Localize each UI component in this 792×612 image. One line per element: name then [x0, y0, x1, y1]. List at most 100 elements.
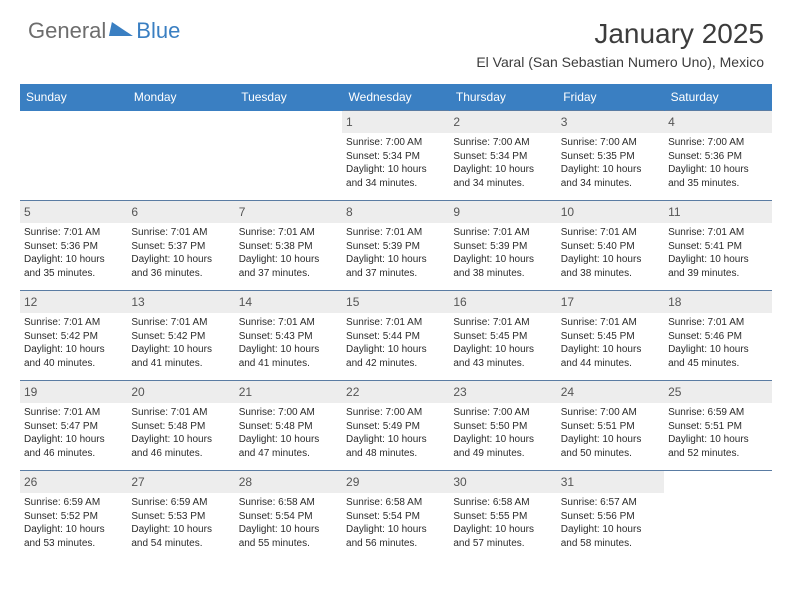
- sunrise-text: Sunrise: 6:58 AM: [346, 496, 445, 510]
- sunrise-text: Sunrise: 7:01 AM: [561, 226, 660, 240]
- sunset-text: Sunset: 5:54 PM: [239, 510, 338, 524]
- sunset-text: Sunset: 5:51 PM: [668, 420, 767, 434]
- sunrise-text: Sunrise: 6:59 AM: [24, 496, 123, 510]
- sunset-text: Sunset: 5:56 PM: [561, 510, 660, 524]
- daylight-text: Daylight: 10 hours: [668, 343, 767, 357]
- day-number: 29: [342, 471, 449, 493]
- daylight-text: and 38 minutes.: [561, 267, 660, 281]
- daylight-text: and 36 minutes.: [131, 267, 230, 281]
- sunrise-text: Sunrise: 7:00 AM: [453, 406, 552, 420]
- daylight-text: and 48 minutes.: [346, 447, 445, 461]
- daylight-text: Daylight: 10 hours: [668, 163, 767, 177]
- col-friday: Friday: [557, 84, 664, 111]
- col-sunday: Sunday: [20, 84, 127, 111]
- calendar-row: 26Sunrise: 6:59 AMSunset: 5:52 PMDayligh…: [20, 471, 772, 561]
- calendar-cell: 31Sunrise: 6:57 AMSunset: 5:56 PMDayligh…: [557, 471, 664, 561]
- daylight-text: and 35 minutes.: [668, 177, 767, 191]
- daylight-text: and 46 minutes.: [131, 447, 230, 461]
- calendar-cell: 25Sunrise: 6:59 AMSunset: 5:51 PMDayligh…: [664, 381, 771, 471]
- calendar-cell: 5Sunrise: 7:01 AMSunset: 5:36 PMDaylight…: [20, 201, 127, 291]
- day-number: 27: [127, 471, 234, 493]
- sunrise-text: Sunrise: 6:58 AM: [239, 496, 338, 510]
- sunrise-text: Sunrise: 7:01 AM: [346, 226, 445, 240]
- header: General Blue January 2025 El Varal (San …: [0, 0, 792, 76]
- day-number: 1: [342, 111, 449, 133]
- day-number: 24: [557, 381, 664, 403]
- daylight-text: and 41 minutes.: [239, 357, 338, 371]
- col-thursday: Thursday: [449, 84, 556, 111]
- daylight-text: Daylight: 10 hours: [239, 523, 338, 537]
- daylight-text: and 39 minutes.: [668, 267, 767, 281]
- sunrise-text: Sunrise: 7:01 AM: [668, 316, 767, 330]
- daylight-text: Daylight: 10 hours: [561, 253, 660, 267]
- daylight-text: and 34 minutes.: [453, 177, 552, 191]
- calendar-cell: 4Sunrise: 7:00 AMSunset: 5:36 PMDaylight…: [664, 111, 771, 201]
- calendar-row: 1Sunrise: 7:00 AMSunset: 5:34 PMDaylight…: [20, 111, 772, 201]
- daylight-text: Daylight: 10 hours: [561, 343, 660, 357]
- col-tuesday: Tuesday: [235, 84, 342, 111]
- sunset-text: Sunset: 5:44 PM: [346, 330, 445, 344]
- sunrise-text: Sunrise: 7:01 AM: [131, 406, 230, 420]
- calendar-thead: Sunday Monday Tuesday Wednesday Thursday…: [20, 84, 772, 111]
- sunrise-text: Sunrise: 7:00 AM: [239, 406, 338, 420]
- day-number: 17: [557, 291, 664, 313]
- calendar-cell: 8Sunrise: 7:01 AMSunset: 5:39 PMDaylight…: [342, 201, 449, 291]
- sunset-text: Sunset: 5:46 PM: [668, 330, 767, 344]
- day-number: 18: [664, 291, 771, 313]
- sunrise-text: Sunrise: 7:01 AM: [24, 226, 123, 240]
- sunrise-text: Sunrise: 7:00 AM: [346, 406, 445, 420]
- calendar-table: Sunday Monday Tuesday Wednesday Thursday…: [20, 84, 772, 561]
- daylight-text: Daylight: 10 hours: [24, 253, 123, 267]
- calendar-cell: 24Sunrise: 7:00 AMSunset: 5:51 PMDayligh…: [557, 381, 664, 471]
- sunset-text: Sunset: 5:54 PM: [346, 510, 445, 524]
- col-saturday: Saturday: [664, 84, 771, 111]
- sunrise-text: Sunrise: 7:00 AM: [346, 136, 445, 150]
- calendar-cell: 1Sunrise: 7:00 AMSunset: 5:34 PMDaylight…: [342, 111, 449, 201]
- daylight-text: and 34 minutes.: [346, 177, 445, 191]
- day-number: 28: [235, 471, 342, 493]
- day-number: 5: [20, 201, 127, 223]
- daylight-text: and 37 minutes.: [346, 267, 445, 281]
- sunset-text: Sunset: 5:51 PM: [561, 420, 660, 434]
- daylight-text: Daylight: 10 hours: [239, 433, 338, 447]
- day-number: 19: [20, 381, 127, 403]
- col-monday: Monday: [127, 84, 234, 111]
- sunrise-text: Sunrise: 7:01 AM: [24, 406, 123, 420]
- sunset-text: Sunset: 5:45 PM: [453, 330, 552, 344]
- daylight-text: and 52 minutes.: [668, 447, 767, 461]
- day-number: 14: [235, 291, 342, 313]
- daylight-text: Daylight: 10 hours: [346, 253, 445, 267]
- title-block: January 2025 El Varal (San Sebastian Num…: [476, 18, 764, 70]
- daylight-text: Daylight: 10 hours: [346, 433, 445, 447]
- calendar-cell: 9Sunrise: 7:01 AMSunset: 5:39 PMDaylight…: [449, 201, 556, 291]
- daylight-text: Daylight: 10 hours: [668, 433, 767, 447]
- logo-text-right: Blue: [136, 18, 180, 44]
- logo-text-left: General: [28, 18, 106, 44]
- calendar-cell: 26Sunrise: 6:59 AMSunset: 5:52 PMDayligh…: [20, 471, 127, 561]
- calendar-cell: 2Sunrise: 7:00 AMSunset: 5:34 PMDaylight…: [449, 111, 556, 201]
- daylight-text: and 44 minutes.: [561, 357, 660, 371]
- daylight-text: Daylight: 10 hours: [24, 343, 123, 357]
- col-wednesday: Wednesday: [342, 84, 449, 111]
- daylight-text: and 58 minutes.: [561, 537, 660, 551]
- sunrise-text: Sunrise: 7:01 AM: [131, 316, 230, 330]
- logo: General Blue: [28, 18, 180, 44]
- daylight-text: and 55 minutes.: [239, 537, 338, 551]
- daylight-text: Daylight: 10 hours: [453, 253, 552, 267]
- daylight-text: and 38 minutes.: [453, 267, 552, 281]
- sunset-text: Sunset: 5:42 PM: [24, 330, 123, 344]
- sunrise-text: Sunrise: 7:01 AM: [24, 316, 123, 330]
- sunset-text: Sunset: 5:36 PM: [668, 150, 767, 164]
- calendar-cell: 19Sunrise: 7:01 AMSunset: 5:47 PMDayligh…: [20, 381, 127, 471]
- sunrise-text: Sunrise: 6:59 AM: [131, 496, 230, 510]
- sunrise-text: Sunrise: 7:00 AM: [453, 136, 552, 150]
- calendar-cell: 23Sunrise: 7:00 AMSunset: 5:50 PMDayligh…: [449, 381, 556, 471]
- daylight-text: Daylight: 10 hours: [453, 343, 552, 357]
- day-number: 31: [557, 471, 664, 493]
- daylight-text: Daylight: 10 hours: [453, 523, 552, 537]
- daylight-text: Daylight: 10 hours: [561, 523, 660, 537]
- daylight-text: Daylight: 10 hours: [131, 343, 230, 357]
- location-subtitle: El Varal (San Sebastian Numero Uno), Mex…: [476, 54, 764, 70]
- day-number: 25: [664, 381, 771, 403]
- sunrise-text: Sunrise: 7:01 AM: [239, 226, 338, 240]
